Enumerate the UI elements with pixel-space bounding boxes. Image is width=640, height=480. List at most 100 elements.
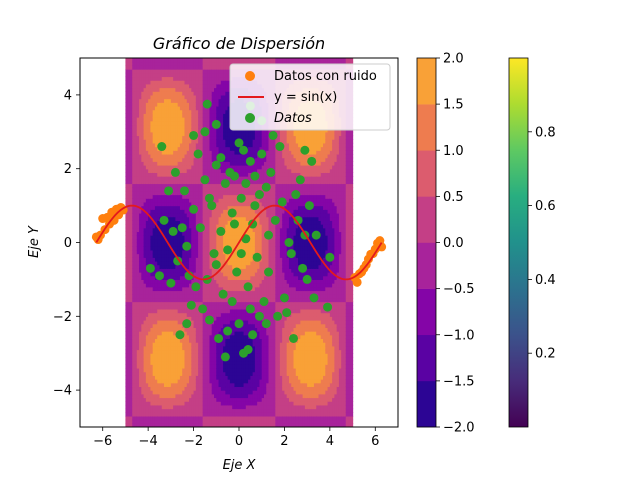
- contour-cell: [232, 135, 236, 140]
- contour-cell: [127, 227, 131, 233]
- contour-cell: [164, 69, 167, 74]
- contour-cell: [127, 290, 131, 295]
- contour-cell: [225, 408, 229, 413]
- contour-cell: [211, 283, 215, 288]
- contour-cell: [157, 105, 161, 111]
- contour-cell: [204, 360, 208, 365]
- contour-cell: [154, 65, 158, 70]
- contour-cell: [143, 382, 147, 388]
- contour-cell: [148, 227, 152, 233]
- contour-cell: [134, 146, 138, 151]
- contour-cell: [191, 157, 195, 162]
- contour-cell: [145, 113, 149, 118]
- contour-cell: [136, 209, 140, 214]
- contour-cell: [152, 342, 156, 347]
- contour-cell: [216, 98, 220, 103]
- contour-cell: [198, 72, 201, 78]
- contour-cell: [209, 139, 213, 144]
- contour-cell: [182, 153, 186, 159]
- contour-cell: [161, 375, 165, 380]
- contour-cell: [209, 124, 213, 129]
- contour-cell: [145, 150, 149, 155]
- contour-cell: [225, 345, 229, 351]
- contour-cell: [182, 165, 186, 170]
- contour-cell: [189, 83, 192, 89]
- contour-cell: [189, 220, 192, 225]
- contour-cell: [216, 294, 220, 299]
- contour-cell: [141, 249, 145, 255]
- contour-cell: [125, 139, 129, 144]
- contour-cell: [234, 205, 238, 210]
- contour-cell: [157, 198, 161, 203]
- contour-cell: [143, 364, 147, 369]
- contour-cell: [129, 227, 133, 233]
- contour-cell: [164, 364, 167, 369]
- contour-cell: [216, 349, 220, 354]
- contour-cell: [195, 253, 199, 258]
- contour-cell: [175, 128, 179, 133]
- contour-cell: [200, 231, 204, 236]
- contour-cell: [229, 305, 233, 310]
- contour-cell: [159, 331, 163, 336]
- contour-cell: [207, 375, 211, 380]
- contour-cell: [141, 419, 145, 424]
- contour-cell: [166, 72, 170, 78]
- contour-cell: [214, 382, 217, 388]
- contour-cell: [139, 76, 142, 81]
- contour-cell: [141, 172, 145, 177]
- contour-cell: [164, 312, 167, 317]
- contour-cell: [132, 61, 136, 66]
- contour-cell: [195, 375, 199, 380]
- contour-cell: [125, 157, 129, 162]
- contour-cell: [218, 150, 222, 155]
- contour-cell: [173, 334, 176, 340]
- contour-cell: [145, 423, 149, 427]
- contour-cell: [136, 375, 140, 380]
- contour-cell: [132, 113, 136, 118]
- contour-cell: [139, 235, 142, 240]
- contour-cell: [152, 316, 156, 321]
- contour-cell: [173, 272, 176, 277]
- contour-cell: [214, 83, 217, 89]
- contour-cell: [157, 364, 161, 369]
- contour-cell: [198, 327, 201, 332]
- contour-cell: [125, 128, 129, 133]
- contour-cell: [125, 61, 129, 66]
- contour-cell: [220, 238, 224, 244]
- contour-cell: [134, 58, 138, 63]
- contour-cell: [168, 412, 172, 417]
- contour-cell: [143, 257, 147, 262]
- contour-cell: [170, 286, 174, 292]
- contour-cell: [148, 139, 152, 144]
- contour-cell: [229, 342, 233, 347]
- contour-cell: [218, 331, 222, 336]
- contour-cell: [207, 323, 211, 328]
- contour-cell: [148, 172, 152, 177]
- contour-cell: [198, 257, 201, 262]
- contour-cell: [202, 135, 206, 140]
- contour-cell: [234, 231, 238, 236]
- contour-cell: [145, 356, 149, 362]
- contour-cell: [168, 334, 172, 340]
- contour-cell: [127, 323, 131, 328]
- contour-cell: [227, 283, 231, 288]
- contour-cell: [152, 334, 156, 340]
- contour-cell: [182, 283, 186, 288]
- contour-cell: [193, 356, 197, 362]
- contour-cell: [141, 69, 145, 74]
- contour-cell: [145, 131, 149, 137]
- contour-cell: [166, 120, 170, 126]
- contour-cell: [184, 401, 188, 406]
- contour-cell: [134, 415, 138, 421]
- contour-cell: [220, 235, 224, 240]
- contour-cell: [141, 246, 145, 251]
- contour-cell: [182, 128, 186, 133]
- contour-cell: [177, 386, 181, 391]
- contour-cell: [214, 128, 217, 133]
- contour-cell: [186, 297, 190, 303]
- contour-cell: [173, 319, 176, 325]
- contour-cell: [132, 98, 136, 103]
- contour-cell: [223, 275, 226, 280]
- contour-cell: [236, 342, 240, 347]
- contour-cell: [227, 390, 231, 395]
